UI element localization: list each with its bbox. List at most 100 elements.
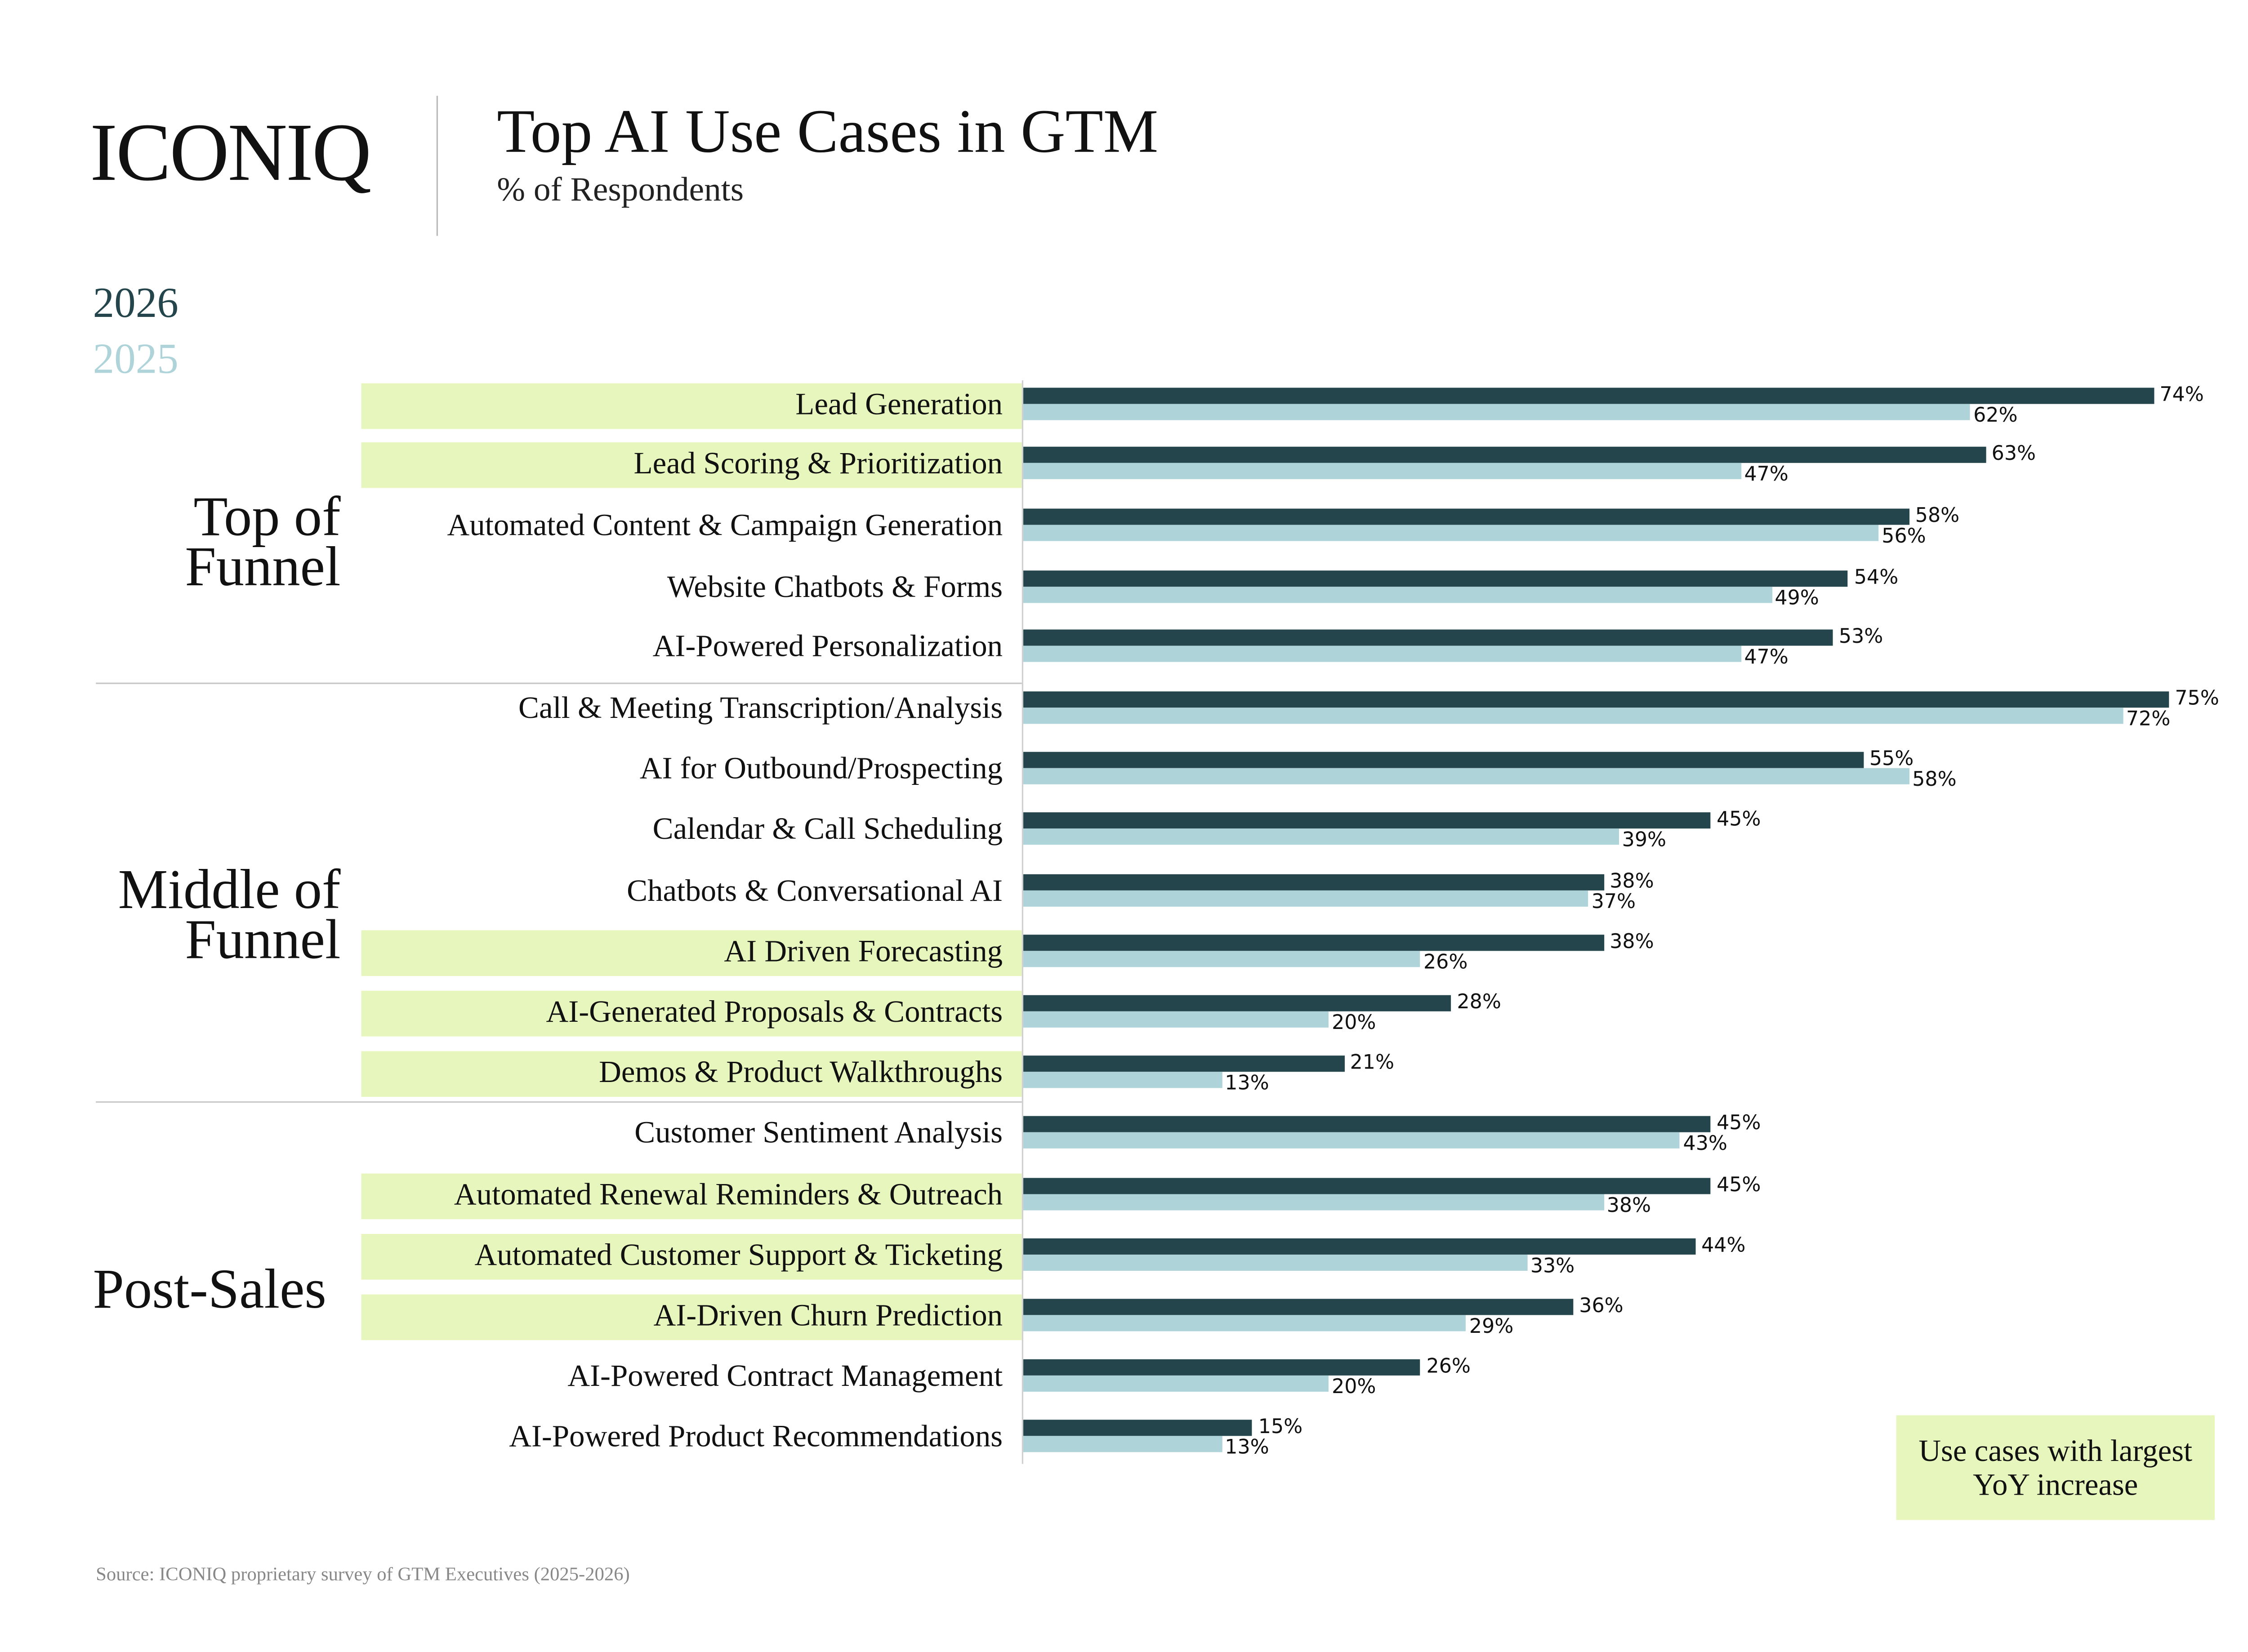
value-label-2025: 49% bbox=[1775, 587, 1819, 610]
value-label-2025: 47% bbox=[1744, 463, 1789, 487]
value-label-2025: 29% bbox=[1469, 1315, 1514, 1339]
legend-2025: 2025 bbox=[93, 336, 178, 383]
bar-2025 bbox=[1023, 404, 1971, 420]
highlight-band bbox=[361, 990, 1022, 1037]
value-label-2025: 72% bbox=[2126, 708, 2171, 731]
bar-2025 bbox=[1023, 1072, 1222, 1088]
category-label: AI-Powered Personalization bbox=[652, 628, 1003, 663]
bar-2026 bbox=[1023, 570, 1848, 587]
value-label-2026: 45% bbox=[1717, 1111, 1761, 1135]
bar-2025 bbox=[1023, 1194, 1604, 1211]
category-label: AI-Driven Churn Prediction bbox=[653, 1297, 1003, 1333]
highlight-legend-text: Use cases with largest YoY increase bbox=[1918, 1432, 2193, 1502]
value-label-2025: 37% bbox=[1591, 890, 1636, 914]
value-label-2025: 13% bbox=[1225, 1072, 1269, 1095]
value-label-2025: 33% bbox=[1530, 1254, 1575, 1278]
iconiq-logo: ICONIQ bbox=[90, 107, 371, 199]
bar-2025 bbox=[1023, 1315, 1467, 1331]
bar-2026 bbox=[1023, 1178, 1711, 1194]
value-label-2026: 75% bbox=[2175, 687, 2219, 711]
highlight-band bbox=[361, 1051, 1022, 1097]
bar-2026 bbox=[1023, 752, 1864, 768]
value-label-2025: 47% bbox=[1744, 646, 1789, 669]
category-label: Call & Meeting Transcription/Analysis bbox=[518, 690, 1003, 726]
bar-2025 bbox=[1023, 1254, 1528, 1271]
bar-2025 bbox=[1023, 463, 1741, 479]
group-divider bbox=[96, 1101, 1022, 1103]
category-label: AI-Powered Product Recommendations bbox=[509, 1418, 1003, 1454]
bar-2026 bbox=[1023, 935, 1604, 951]
highlight-band bbox=[361, 1294, 1022, 1340]
value-label-2026: 63% bbox=[1991, 442, 2036, 466]
highlight-band bbox=[361, 1173, 1022, 1220]
category-label: Automated Customer Support & Ticketing bbox=[474, 1237, 1003, 1273]
bar-2025 bbox=[1023, 587, 1772, 603]
bar-2025 bbox=[1023, 646, 1741, 662]
bar-2026 bbox=[1023, 874, 1604, 891]
bar-2025 bbox=[1023, 768, 1909, 784]
bar-2025 bbox=[1023, 708, 2123, 724]
category-label: Website Chatbots & Forms bbox=[667, 569, 1003, 605]
bar-2025 bbox=[1023, 1132, 1681, 1149]
highlight-band bbox=[361, 1234, 1022, 1280]
highlight-band bbox=[361, 383, 1022, 429]
value-label-2025: 62% bbox=[1973, 404, 2018, 428]
group-label-middle-of-funnel: Middle of Funnel bbox=[118, 859, 341, 972]
bar-2026 bbox=[1023, 1359, 1421, 1376]
bar-2026 bbox=[1023, 1055, 1344, 1072]
bar-2025 bbox=[1023, 951, 1421, 967]
value-label-2026: 15% bbox=[1258, 1415, 1303, 1439]
value-label-2026: 53% bbox=[1838, 625, 1883, 649]
bar-2025 bbox=[1023, 1436, 1222, 1452]
bar-2026 bbox=[1023, 812, 1711, 829]
value-label-2025: 20% bbox=[1332, 1375, 1376, 1399]
value-label-2026: 21% bbox=[1350, 1051, 1395, 1075]
category-label: AI-Generated Proposals & Contracts bbox=[546, 993, 1003, 1029]
bar-2026 bbox=[1023, 629, 1833, 646]
y-axis-line bbox=[1021, 380, 1024, 1464]
highlight-band bbox=[361, 930, 1022, 976]
bar-2026 bbox=[1023, 387, 2154, 404]
category-label: Lead Scoring & Prioritization bbox=[633, 445, 1003, 481]
value-label-2025: 20% bbox=[1332, 1011, 1376, 1035]
bar-2025 bbox=[1023, 1375, 1329, 1392]
bar-2026 bbox=[1023, 1238, 1695, 1255]
value-label-2025: 13% bbox=[1225, 1436, 1269, 1460]
group-label-post-sales: Post-Sales bbox=[93, 1259, 326, 1321]
header-divider bbox=[436, 96, 438, 236]
value-label-2026: 38% bbox=[1610, 869, 1654, 894]
category-label: Demos & Product Walkthroughs bbox=[599, 1054, 1003, 1090]
source-note: Source: ICONIQ proprietary survey of GTM… bbox=[96, 1563, 630, 1585]
value-label-2025: 58% bbox=[1912, 768, 1957, 792]
legend-2026: 2026 bbox=[93, 280, 178, 328]
value-label-2026: 54% bbox=[1854, 566, 1899, 590]
category-label: Chatbots & Conversational AI bbox=[627, 873, 1003, 908]
bar-2025 bbox=[1023, 1011, 1329, 1028]
group-divider bbox=[96, 682, 1022, 684]
value-label-2026: 38% bbox=[1610, 930, 1654, 954]
bar-2026 bbox=[1023, 1299, 1574, 1315]
category-label: Automated Renewal Reminders & Outreach bbox=[454, 1176, 1003, 1212]
bar-2026 bbox=[1023, 508, 1909, 525]
value-label-2025: 43% bbox=[1683, 1132, 1727, 1156]
bar-2026 bbox=[1023, 446, 1986, 463]
highlight-band bbox=[361, 442, 1022, 488]
value-label-2025: 38% bbox=[1606, 1194, 1651, 1218]
bar-2026 bbox=[1023, 691, 2169, 708]
value-label-2026: 55% bbox=[1869, 747, 1914, 771]
category-label: AI for Outbound/Prospecting bbox=[639, 750, 1003, 786]
bar-2026 bbox=[1023, 1116, 1711, 1132]
category-label: Customer Sentiment Analysis bbox=[634, 1114, 1003, 1150]
category-label: AI-Powered Contract Management bbox=[567, 1358, 1003, 1394]
chart-title: Top AI Use Cases in GTM bbox=[497, 98, 1159, 167]
value-label-2026: 45% bbox=[1717, 808, 1761, 832]
value-label-2026: 74% bbox=[2159, 383, 2204, 407]
bar-2025 bbox=[1023, 890, 1589, 907]
value-label-2025: 26% bbox=[1423, 951, 1468, 975]
category-label: Lead Generation bbox=[795, 386, 1003, 422]
bar-2026 bbox=[1023, 995, 1451, 1011]
bar-2025 bbox=[1023, 828, 1619, 845]
category-label: AI Driven Forecasting bbox=[724, 933, 1003, 969]
bar-2025 bbox=[1023, 525, 1879, 541]
value-label-2026: 44% bbox=[1701, 1234, 1746, 1258]
